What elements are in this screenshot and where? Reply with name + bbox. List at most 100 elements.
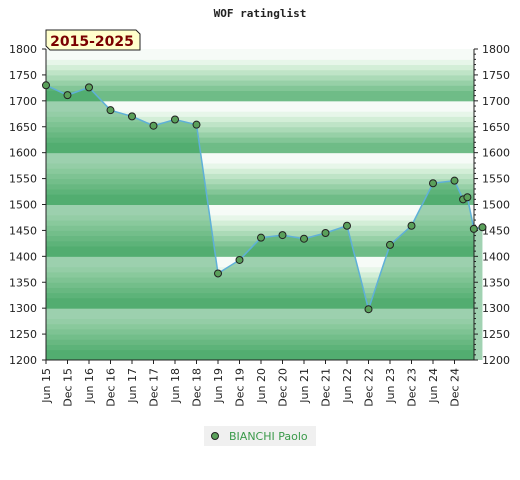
y-tick-label-left: 1350 (9, 276, 37, 289)
data-point (235, 255, 244, 264)
axes (42, 48, 478, 364)
series-markers (42, 81, 487, 314)
background-band (46, 344, 474, 351)
background-band (46, 183, 474, 190)
x-tick-label: Dec 16 (105, 368, 118, 407)
y-tick-label-left: 1650 (9, 121, 37, 134)
background-band (46, 209, 474, 216)
chart-title: WOF ratinglist (214, 7, 307, 20)
background-band (46, 261, 474, 268)
legend: BIANCHI Paolo (204, 426, 316, 446)
background-band (46, 152, 474, 159)
background-band (46, 302, 474, 309)
data-point (343, 221, 351, 230)
y-tick-label-left: 1450 (9, 224, 37, 237)
y-tick-label-right: 1700 (482, 95, 510, 108)
data-point (300, 234, 308, 243)
y-tick-label-right: 1750 (482, 69, 510, 82)
legend-marker (211, 432, 219, 440)
background-band (46, 194, 474, 200)
x-tick-label: Dec 21 (320, 368, 333, 407)
y-tick-label-right: 1650 (482, 121, 510, 134)
data-point (450, 176, 459, 185)
x-tick-label: Dec 19 (234, 368, 247, 407)
data-point (469, 224, 478, 233)
background-band (46, 74, 474, 81)
x-tick-label: Dec 20 (277, 368, 290, 407)
background-band (46, 245, 474, 252)
data-point (149, 121, 158, 130)
background-band (46, 251, 474, 257)
background-band (46, 90, 474, 97)
background-band (46, 230, 474, 237)
background-band (46, 49, 474, 55)
background-band (46, 64, 474, 71)
y-tick-label-left: 1500 (9, 199, 37, 212)
background-band (46, 220, 474, 226)
background-band (46, 100, 474, 107)
background-band (46, 323, 474, 330)
background-band (46, 95, 474, 102)
x-tick-label: Jun 18 (169, 368, 182, 404)
background-band (46, 266, 474, 273)
x-axis-labels: Jun 15 Dec 15 Jun 16 Dec 16 Jun 17 Dec 17 Jun … (40, 368, 462, 407)
x-tick-label: Jun 22 (341, 368, 354, 404)
background-band (46, 137, 474, 143)
y-tick-label-left: 1250 (9, 328, 37, 341)
legend-box (204, 426, 316, 446)
background-band (46, 168, 474, 174)
y-tick-label-left: 1200 (9, 354, 37, 367)
data-point (171, 115, 179, 124)
data-point (478, 223, 487, 232)
data-point (42, 81, 50, 90)
background-band (46, 121, 474, 128)
y-tick-label-right: 1500 (482, 199, 510, 212)
x-tick-label: Jun 20 (255, 368, 268, 404)
x-tick-label: Jun 24 (427, 368, 440, 404)
legend-label: BIANCHI Paolo (229, 430, 308, 443)
y-tick-label-left: 1550 (9, 173, 37, 186)
background-band (46, 106, 474, 112)
data-point (386, 240, 394, 249)
x-tick-label: Dec 18 (191, 368, 204, 407)
y-tick-label-right: 1300 (482, 302, 510, 315)
background-band (46, 69, 474, 76)
data-point (364, 305, 373, 314)
y-tick-label-right: 1800 (482, 43, 510, 56)
background-band (46, 131, 474, 138)
background-band (46, 142, 474, 148)
period-badge-box (45, 29, 141, 51)
x-tick-label: Jun 15 (40, 368, 53, 404)
background-band (46, 297, 474, 304)
x-tick-label: Jun 19 (212, 368, 225, 404)
data-point (106, 106, 115, 115)
data-point (321, 229, 330, 238)
background-band (46, 313, 474, 320)
data-point (429, 179, 437, 188)
y-tick-label-right: 1350 (482, 276, 510, 289)
background-band (46, 178, 474, 185)
period-badge-text: 2015-2025 (50, 34, 134, 50)
background-band (46, 54, 474, 60)
background-band (46, 147, 474, 154)
background-band (46, 287, 474, 294)
x-tick-label: Jun 16 (83, 368, 96, 404)
background-band (46, 116, 474, 123)
x-tick-label: Dec 17 (148, 368, 161, 407)
data-point (214, 269, 222, 278)
background-band (46, 157, 474, 164)
x-tick-label: Dec 22 (363, 368, 376, 407)
y-tick-label-left: 1400 (9, 250, 37, 263)
data-point (128, 112, 136, 121)
series-area-fill (46, 85, 483, 360)
data-point (85, 83, 93, 92)
y-tick-label-left: 1700 (9, 95, 37, 108)
background-band (46, 173, 474, 180)
x-tick-label: Jun 23 (384, 368, 397, 404)
background-band (46, 271, 474, 278)
background-band (46, 214, 474, 221)
background-band (46, 339, 474, 345)
background-band (46, 354, 474, 361)
background-bands (46, 49, 474, 361)
data-point (63, 91, 72, 100)
